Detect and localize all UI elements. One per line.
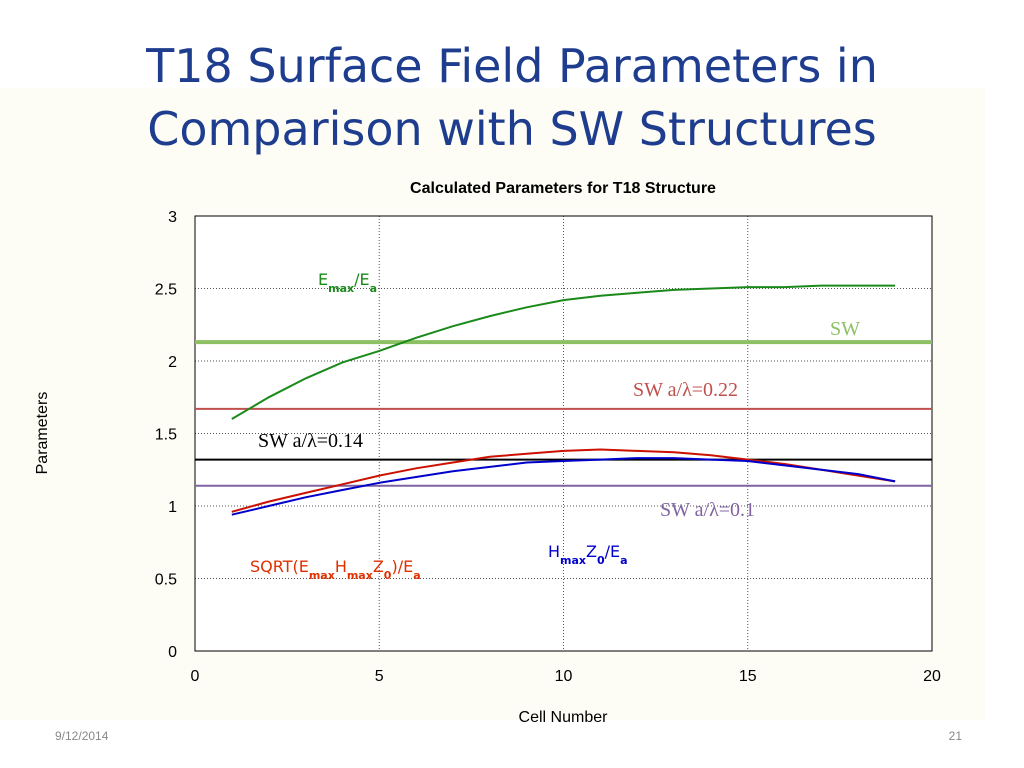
x-tick-label: 5 — [375, 668, 384, 685]
series-label: Emax/Ea — [318, 270, 377, 295]
y-tick-label: 0 — [168, 644, 177, 661]
reference-label: SW a/λ=0.14 — [258, 430, 363, 452]
series-line — [231, 284, 896, 420]
label-part: max — [309, 569, 335, 582]
series-label: HmaxZ0/Ea — [548, 542, 628, 567]
label-part: max — [328, 282, 354, 295]
reference-label: SW a/λ=0.22 — [633, 379, 738, 401]
reference-label: SW a/λ=0.1 — [660, 499, 755, 521]
label-part: Z — [373, 557, 384, 576]
label-part: a — [370, 282, 377, 295]
x-axis-label: Cell Number — [519, 709, 609, 726]
reference-label: SW — [830, 318, 860, 340]
chart-title: Calculated Parameters for T18 Structure — [410, 180, 716, 197]
label-part: /E — [354, 270, 370, 289]
label-part: a — [413, 569, 420, 582]
y-tick-label: 1 — [168, 499, 177, 516]
x-tick-label: 0 — [191, 668, 200, 685]
y-tick-label: 3 — [168, 209, 177, 226]
label-part: H — [335, 557, 347, 576]
label-part: a — [620, 554, 627, 567]
series-label: SQRT(EmaxHmaxZ0)/Ea — [250, 557, 421, 582]
x-tick-label: 15 — [739, 668, 757, 685]
label-part: E — [318, 270, 328, 289]
label-part: max — [560, 554, 586, 567]
label-part: H — [548, 542, 560, 561]
label-part: 0 — [384, 569, 392, 582]
label-part: )/E — [391, 557, 413, 576]
y-tick-label: 2.5 — [155, 282, 177, 299]
label-part: Z — [586, 542, 597, 561]
y-axis-label: Parameters — [34, 392, 51, 475]
series-line — [231, 457, 896, 516]
y-tick-label: 1.5 — [155, 427, 177, 444]
series-line — [231, 448, 896, 513]
label-part: 0 — [597, 554, 605, 567]
page-number: 21 — [949, 729, 963, 743]
label-part: /E — [605, 542, 621, 561]
y-tick-label: 2 — [168, 354, 177, 371]
label-part: max — [347, 569, 373, 582]
plot-frame — [194, 215, 933, 652]
y-tick-label: 0.5 — [155, 572, 177, 589]
x-tick-label: 20 — [923, 668, 941, 685]
label-part: SQRT(E — [250, 557, 309, 576]
date: 9/12/2014 — [55, 729, 109, 743]
slide-title: T18 Surface Field Parameters in — [145, 39, 878, 93]
slide-title: Comparison with SW Structures — [147, 102, 877, 156]
x-tick-label: 10 — [555, 668, 573, 685]
